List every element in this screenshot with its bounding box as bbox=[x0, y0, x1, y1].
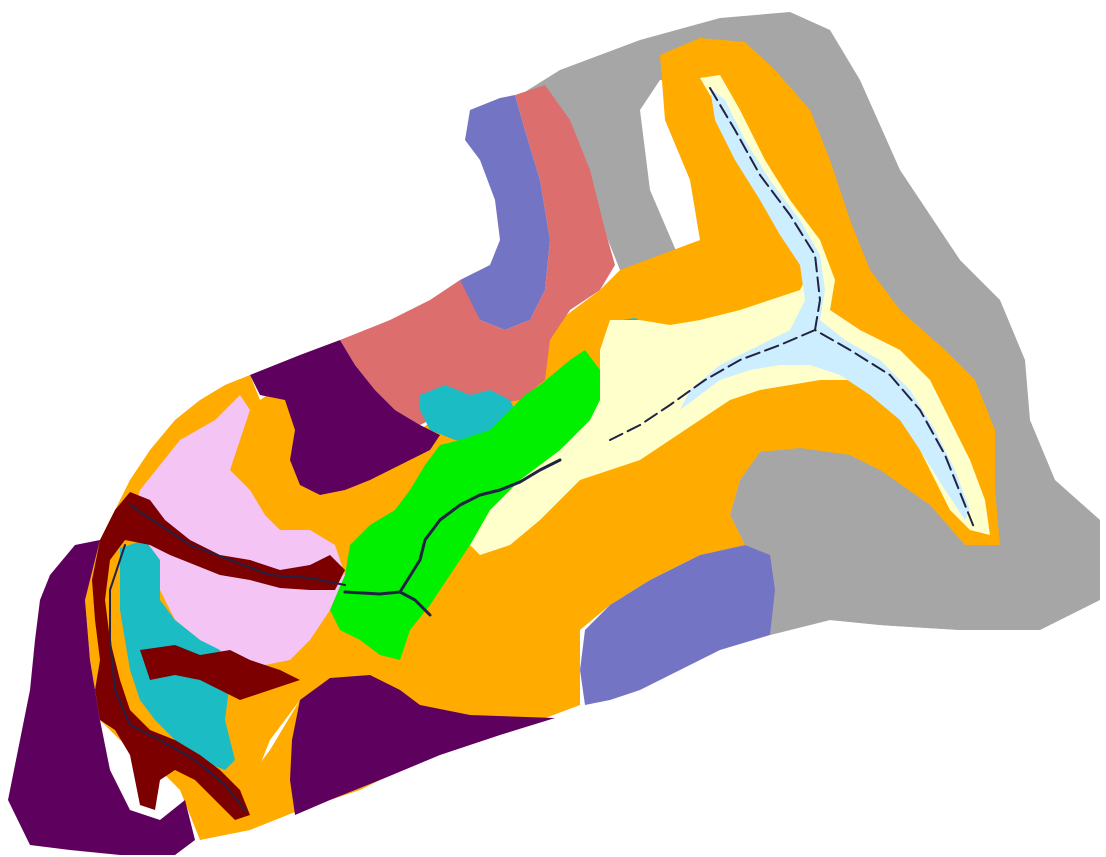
zone-blue-north bbox=[460, 95, 550, 330]
zone-maroon-branch bbox=[140, 645, 300, 700]
zone-darkpurple-south bbox=[290, 675, 555, 815]
river-main-stream bbox=[343, 458, 562, 617]
zone-pink bbox=[130, 395, 345, 665]
zone-salmon bbox=[340, 85, 615, 425]
zone-palecyan-channel bbox=[680, 88, 970, 520]
zone-blue-south bbox=[580, 545, 775, 705]
zone-gray-east bbox=[730, 445, 1060, 635]
zone-darkpurple-north bbox=[250, 340, 440, 495]
zone-darkpurple-west bbox=[8, 540, 195, 855]
river-north-stream bbox=[609, 87, 976, 531]
zone-green-corridor bbox=[330, 350, 600, 660]
river-west-stream bbox=[109, 504, 346, 811]
zone-lightyellow-valley bbox=[470, 75, 990, 555]
